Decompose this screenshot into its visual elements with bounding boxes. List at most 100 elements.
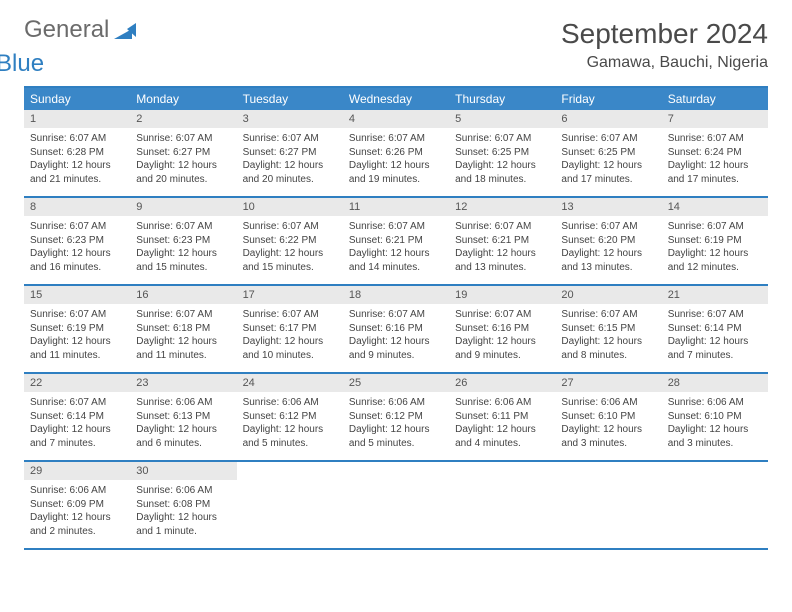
calendar-day: 10Sunrise: 6:07 AMSunset: 6:22 PMDayligh… [237,198,343,284]
brand-mark-icon [114,23,136,44]
sunset-text: Sunset: 6:14 PM [30,410,124,424]
day-number: 25 [343,374,449,392]
calendar-body: 1Sunrise: 6:07 AMSunset: 6:28 PMDaylight… [24,110,768,550]
calendar-day: 21Sunrise: 6:07 AMSunset: 6:14 PMDayligh… [662,286,768,372]
day-number: 9 [130,198,236,216]
daylight-text: and 1 minute. [136,525,230,539]
daylight-text: Daylight: 12 hours [136,159,230,173]
day-of-week-row: Sunday Monday Tuesday Wednesday Thursday… [24,88,768,110]
day-details: Sunrise: 6:07 AMSunset: 6:27 PMDaylight:… [130,128,236,196]
day-details: Sunrise: 6:06 AMSunset: 6:10 PMDaylight:… [555,392,661,460]
daylight-text: Daylight: 12 hours [668,159,762,173]
calendar-day: 4Sunrise: 6:07 AMSunset: 6:26 PMDaylight… [343,110,449,196]
sunrise-text: Sunrise: 6:07 AM [349,308,443,322]
day-number: 18 [343,286,449,304]
day-details: Sunrise: 6:07 AMSunset: 6:27 PMDaylight:… [237,128,343,196]
daylight-text: and 3 minutes. [668,437,762,451]
month-title: September 2024 [561,18,768,50]
day-details: Sunrise: 6:06 AMSunset: 6:13 PMDaylight:… [130,392,236,460]
day-details: Sunrise: 6:07 AMSunset: 6:21 PMDaylight:… [343,216,449,284]
calendar-week: 15Sunrise: 6:07 AMSunset: 6:19 PMDayligh… [24,286,768,374]
day-details: Sunrise: 6:06 AMSunset: 6:11 PMDaylight:… [449,392,555,460]
dow-sunday: Sunday [24,88,130,110]
sunset-text: Sunset: 6:13 PM [136,410,230,424]
sunrise-text: Sunrise: 6:07 AM [30,308,124,322]
daylight-text: Daylight: 12 hours [30,247,124,261]
calendar-day [449,462,555,548]
day-details: Sunrise: 6:06 AMSunset: 6:08 PMDaylight:… [130,480,236,548]
calendar-day: 13Sunrise: 6:07 AMSunset: 6:20 PMDayligh… [555,198,661,284]
day-details: Sunrise: 6:07 AMSunset: 6:18 PMDaylight:… [130,304,236,372]
sunrise-text: Sunrise: 6:07 AM [668,220,762,234]
sunset-text: Sunset: 6:10 PM [561,410,655,424]
daylight-text: and 9 minutes. [349,349,443,363]
sunrise-text: Sunrise: 6:06 AM [30,484,124,498]
calendar-day: 20Sunrise: 6:07 AMSunset: 6:15 PMDayligh… [555,286,661,372]
daylight-text: Daylight: 12 hours [668,247,762,261]
sunset-text: Sunset: 6:20 PM [561,234,655,248]
day-details: Sunrise: 6:07 AMSunset: 6:17 PMDaylight:… [237,304,343,372]
sunrise-text: Sunrise: 6:07 AM [136,132,230,146]
day-details: Sunrise: 6:07 AMSunset: 6:21 PMDaylight:… [449,216,555,284]
sunset-text: Sunset: 6:25 PM [455,146,549,160]
day-number: 26 [449,374,555,392]
day-details: Sunrise: 6:07 AMSunset: 6:25 PMDaylight:… [555,128,661,196]
day-details: Sunrise: 6:07 AMSunset: 6:25 PMDaylight:… [449,128,555,196]
day-number: 11 [343,198,449,216]
calendar-day: 23Sunrise: 6:06 AMSunset: 6:13 PMDayligh… [130,374,236,460]
daylight-text: and 13 minutes. [561,261,655,275]
sunset-text: Sunset: 6:21 PM [455,234,549,248]
daylight-text: and 10 minutes. [243,349,337,363]
day-details: Sunrise: 6:06 AMSunset: 6:09 PMDaylight:… [24,480,130,548]
daylight-text: Daylight: 12 hours [349,335,443,349]
dow-wednesday: Wednesday [343,88,449,110]
sunset-text: Sunset: 6:19 PM [30,322,124,336]
sunset-text: Sunset: 6:28 PM [30,146,124,160]
sunrise-text: Sunrise: 6:07 AM [243,308,337,322]
daylight-text: Daylight: 12 hours [243,423,337,437]
daylight-text: Daylight: 12 hours [455,423,549,437]
calendar-day: 22Sunrise: 6:07 AMSunset: 6:14 PMDayligh… [24,374,130,460]
sunset-text: Sunset: 6:24 PM [668,146,762,160]
calendar-day: 3Sunrise: 6:07 AMSunset: 6:27 PMDaylight… [237,110,343,196]
day-details: Sunrise: 6:06 AMSunset: 6:12 PMDaylight:… [343,392,449,460]
daylight-text: and 5 minutes. [243,437,337,451]
day-number: 1 [24,110,130,128]
daylight-text: Daylight: 12 hours [668,335,762,349]
daylight-text: and 17 minutes. [561,173,655,187]
calendar-day: 18Sunrise: 6:07 AMSunset: 6:16 PMDayligh… [343,286,449,372]
sunrise-text: Sunrise: 6:06 AM [349,396,443,410]
sunrise-text: Sunrise: 6:07 AM [243,220,337,234]
calendar-day: 8Sunrise: 6:07 AMSunset: 6:23 PMDaylight… [24,198,130,284]
sunrise-text: Sunrise: 6:07 AM [136,308,230,322]
daylight-text: and 11 minutes. [30,349,124,363]
day-details [449,468,555,482]
sunrise-text: Sunrise: 6:07 AM [30,396,124,410]
daylight-text: and 14 minutes. [349,261,443,275]
daylight-text: Daylight: 12 hours [136,247,230,261]
day-number: 20 [555,286,661,304]
sunset-text: Sunset: 6:14 PM [668,322,762,336]
sunset-text: Sunset: 6:12 PM [349,410,443,424]
daylight-text: and 7 minutes. [668,349,762,363]
sunrise-text: Sunrise: 6:07 AM [136,220,230,234]
dow-friday: Friday [555,88,661,110]
brand-logo: General Blue [24,18,136,66]
day-details: Sunrise: 6:07 AMSunset: 6:28 PMDaylight:… [24,128,130,196]
daylight-text: Daylight: 12 hours [561,335,655,349]
daylight-text: and 15 minutes. [243,261,337,275]
brand-word1: General [24,16,109,43]
sunrise-text: Sunrise: 6:06 AM [561,396,655,410]
sunrise-text: Sunrise: 6:06 AM [136,396,230,410]
sunset-text: Sunset: 6:10 PM [668,410,762,424]
sunset-text: Sunset: 6:23 PM [30,234,124,248]
day-number: 4 [343,110,449,128]
daylight-text: Daylight: 12 hours [243,335,337,349]
daylight-text: Daylight: 12 hours [561,247,655,261]
sunrise-text: Sunrise: 6:07 AM [349,220,443,234]
day-details [237,468,343,482]
calendar-week: 29Sunrise: 6:06 AMSunset: 6:09 PMDayligh… [24,462,768,550]
daylight-text: Daylight: 12 hours [243,247,337,261]
brand-word2: Blue [0,50,44,77]
day-number: 13 [555,198,661,216]
